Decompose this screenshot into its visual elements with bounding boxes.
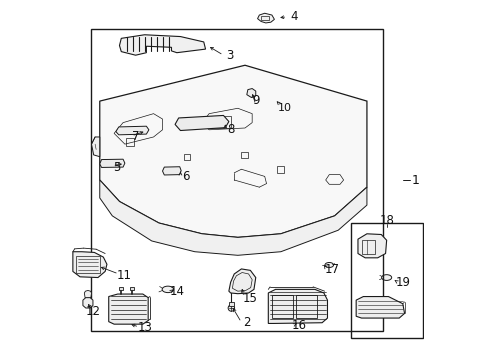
Text: 3: 3 — [226, 49, 234, 62]
Text: 2: 2 — [243, 316, 250, 329]
Polygon shape — [84, 291, 92, 298]
Bar — [242, 152, 248, 158]
Text: 14: 14 — [170, 285, 185, 298]
Polygon shape — [116, 126, 149, 135]
Text: 16: 16 — [292, 319, 307, 332]
Text: 1: 1 — [412, 174, 419, 186]
Bar — [351, 223, 422, 338]
Bar — [229, 302, 234, 306]
Bar — [120, 287, 123, 290]
Bar — [296, 295, 317, 318]
Bar — [130, 287, 134, 290]
Text: 11: 11 — [116, 269, 131, 282]
Text: 12: 12 — [86, 305, 101, 318]
Text: 4: 4 — [291, 10, 298, 23]
Ellipse shape — [325, 262, 334, 267]
Text: 5: 5 — [113, 161, 121, 174]
Polygon shape — [92, 137, 100, 157]
Polygon shape — [100, 180, 367, 255]
Polygon shape — [247, 89, 256, 98]
Circle shape — [228, 305, 235, 311]
Polygon shape — [100, 159, 125, 167]
Text: 7: 7 — [132, 130, 139, 144]
Ellipse shape — [162, 286, 173, 293]
Text: 19: 19 — [396, 276, 411, 289]
Text: 10: 10 — [278, 103, 292, 113]
Bar — [277, 166, 284, 173]
Polygon shape — [356, 297, 405, 318]
Bar — [126, 138, 134, 146]
Text: 6: 6 — [182, 170, 190, 183]
Bar — [272, 295, 293, 318]
Text: 13: 13 — [138, 320, 153, 333]
Polygon shape — [229, 269, 256, 294]
Polygon shape — [258, 13, 274, 23]
Bar — [76, 256, 100, 273]
Polygon shape — [358, 234, 387, 258]
Text: 9: 9 — [252, 94, 260, 107]
Text: 18: 18 — [379, 214, 394, 227]
Polygon shape — [100, 65, 367, 237]
Text: 15: 15 — [242, 292, 257, 305]
Circle shape — [272, 96, 281, 106]
Polygon shape — [175, 116, 229, 131]
Polygon shape — [269, 289, 327, 323]
Bar — [211, 116, 231, 128]
Bar — [184, 154, 191, 160]
Text: 8: 8 — [227, 123, 234, 136]
Ellipse shape — [382, 275, 392, 280]
Polygon shape — [83, 298, 93, 308]
Polygon shape — [163, 167, 181, 175]
Polygon shape — [120, 35, 205, 55]
Bar — [362, 240, 375, 253]
Text: 17: 17 — [324, 263, 339, 276]
Polygon shape — [73, 252, 107, 278]
Bar — [261, 16, 269, 21]
Bar — [91, 30, 383, 330]
Polygon shape — [109, 294, 148, 324]
